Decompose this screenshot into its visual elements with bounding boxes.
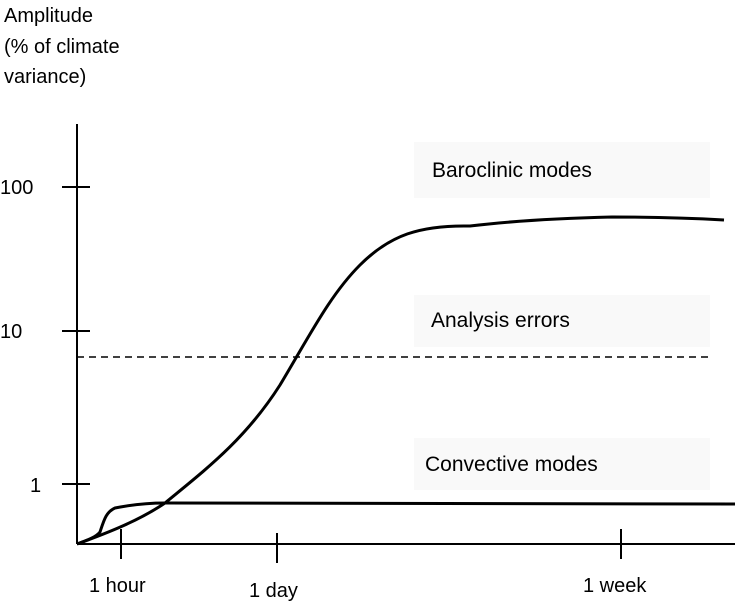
annotation-bg-convective [414, 438, 710, 490]
x-tick-label-1-day: 1 day [249, 580, 298, 602]
y-axis-label-line-1: Amplitude [4, 5, 93, 27]
annotation-analysis-errors: Analysis errors [431, 309, 570, 332]
series-baroclinic-modes [76, 215, 725, 546]
annotation-convective-modes: Convective modes [425, 453, 598, 476]
x-tick-label-1-week: 1 week [583, 575, 647, 597]
y-tick-label-1: 1 [30, 475, 41, 497]
annotation-bg-analysis [414, 295, 710, 347]
y-axis-label-line-3: variance) [4, 66, 87, 88]
annotation-baroclinic-modes: Baroclinic modes [432, 159, 592, 182]
annotation-bg-baroclinic [414, 142, 710, 198]
series-convective-modes [76, 501, 736, 546]
y-tick-label-100: 100 [0, 177, 33, 199]
y-tick-label-10: 10 [0, 321, 22, 343]
x-tick-label-1-hour: 1 hour [89, 575, 146, 597]
y-axis-label-line-2: (% of climate [4, 36, 120, 58]
